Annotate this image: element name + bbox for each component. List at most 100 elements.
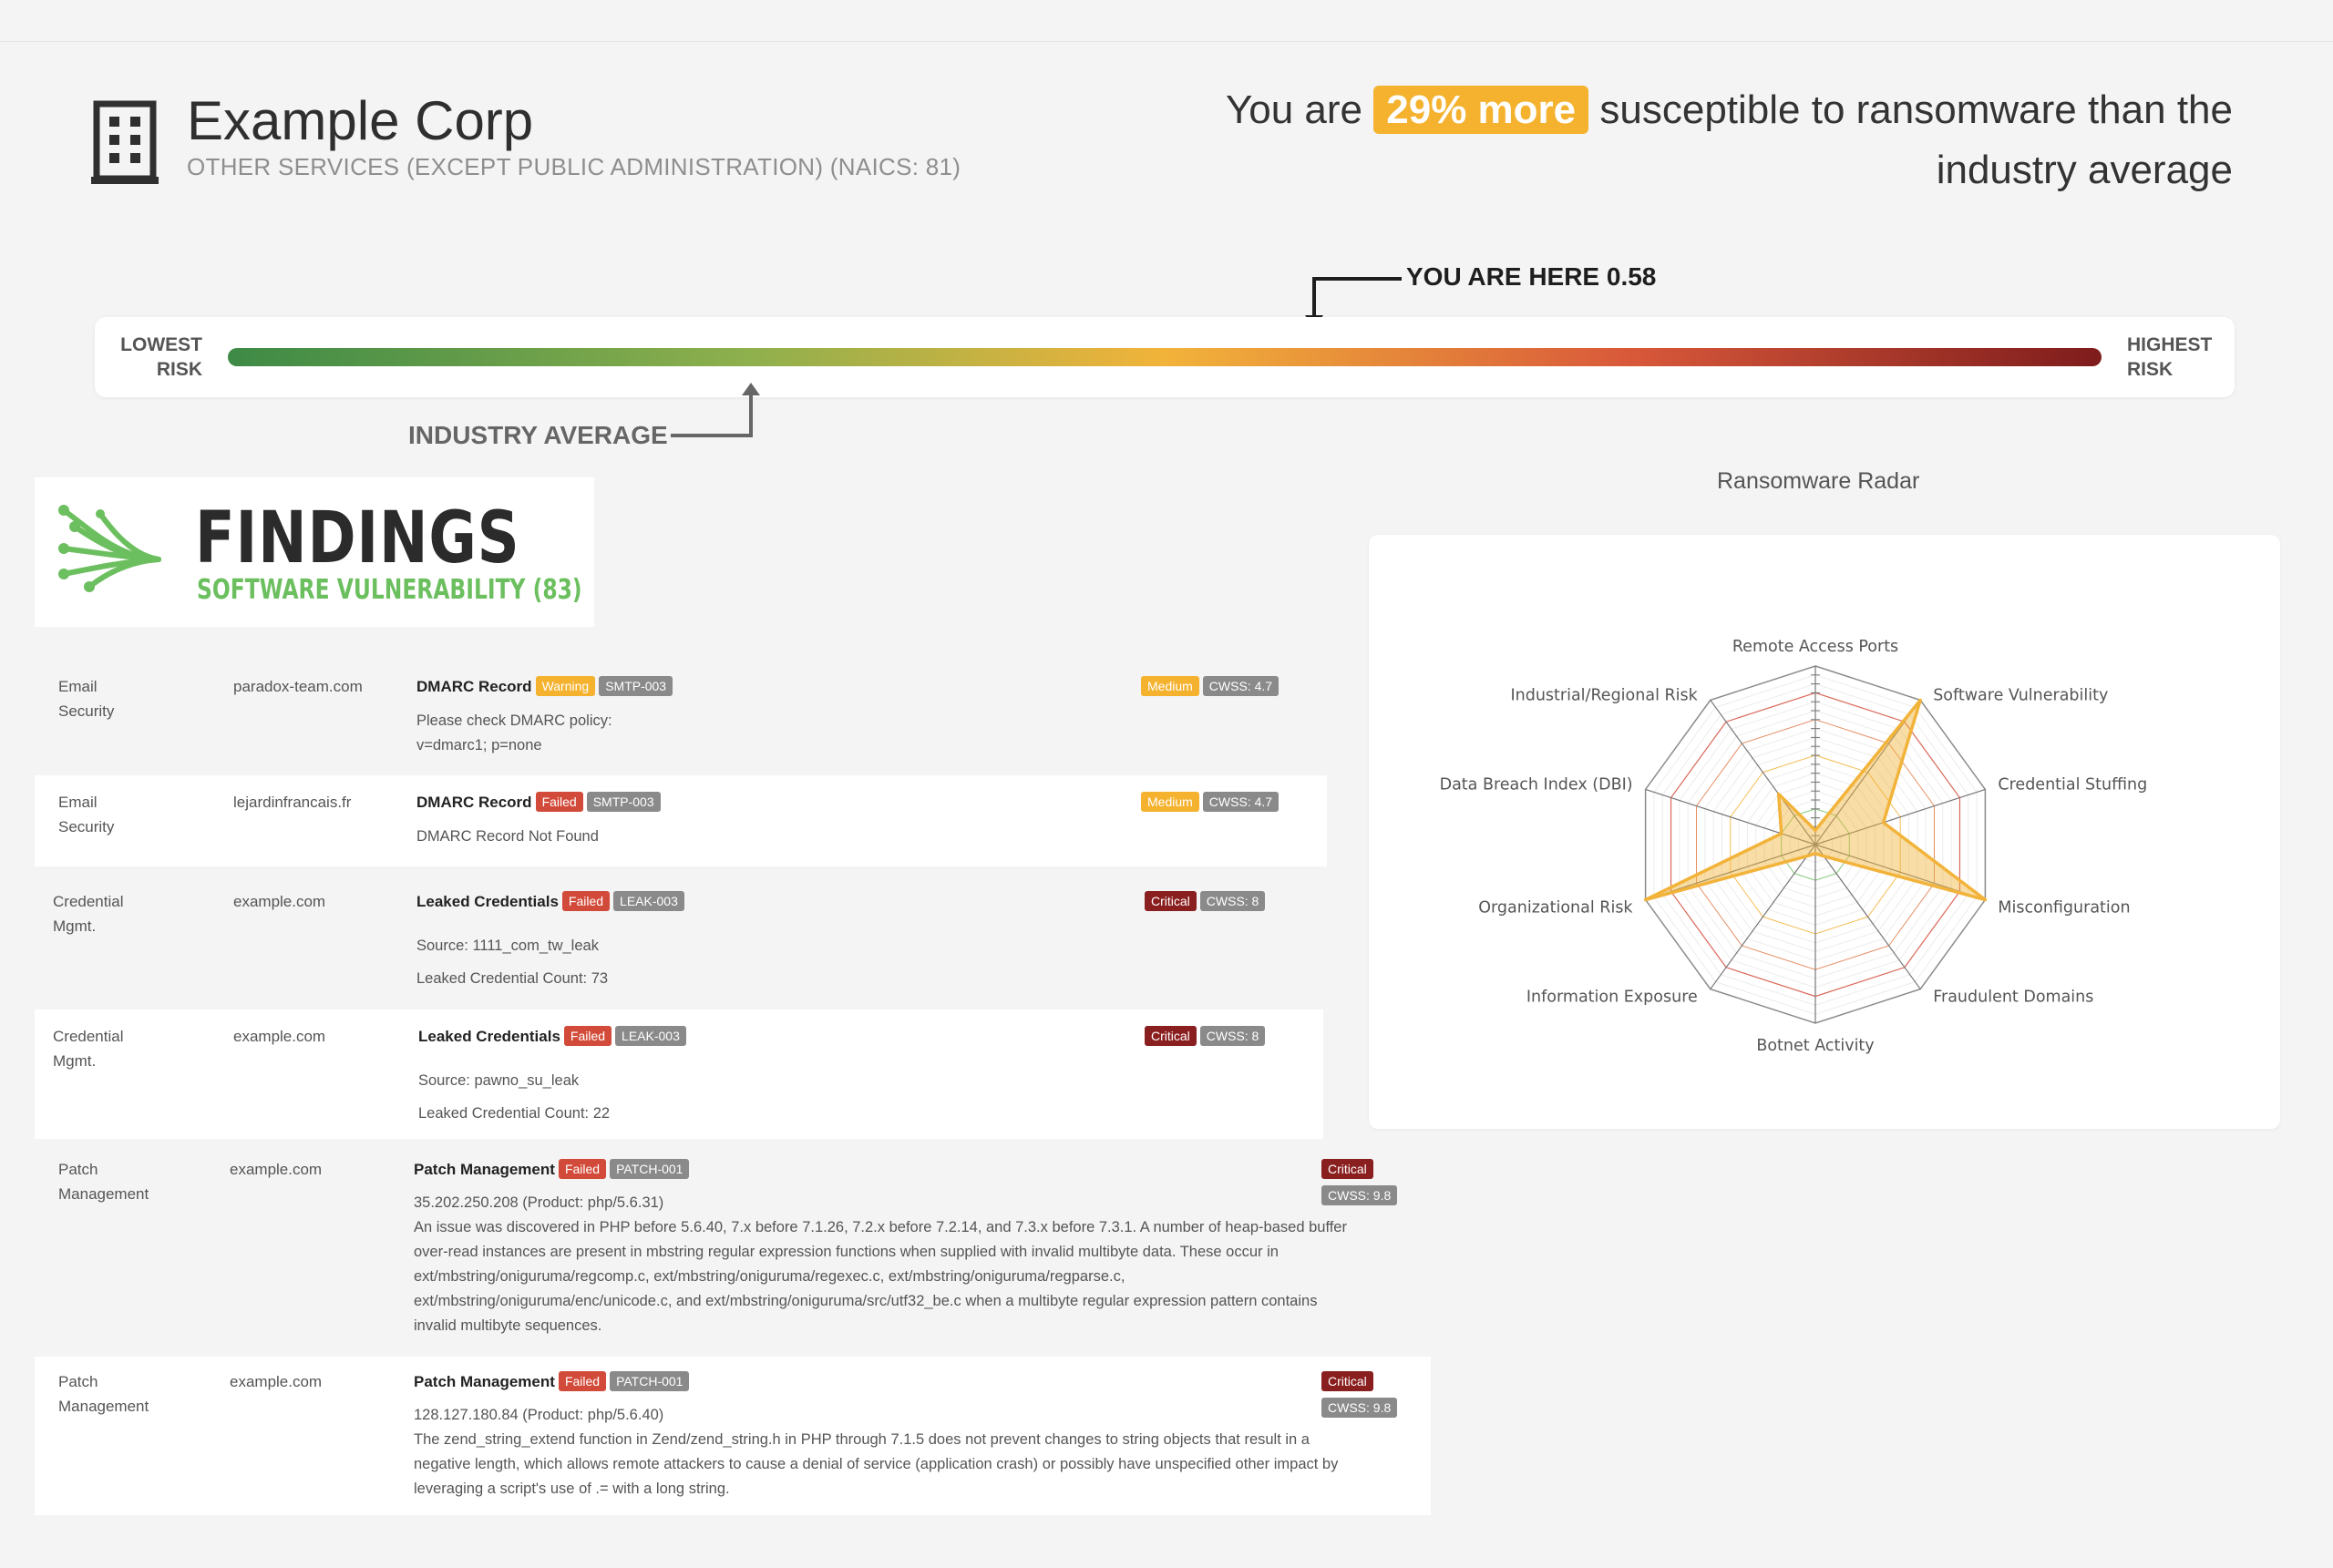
- finding-severity: Medium CWSS: 4.7: [1137, 674, 1280, 699]
- finding-title: DMARC Record: [416, 794, 532, 811]
- finding-description: Source: pawno_su_leak: [418, 1072, 580, 1089]
- industry-average-label: INDUSTRY AVERAGE: [408, 421, 668, 449]
- finding-description: DMARC Record Not Found: [416, 828, 599, 845]
- finding-category: Email Security: [58, 794, 115, 835]
- status-badge: Failed: [563, 1026, 612, 1046]
- finding-description: Please check DMARC policy:: [416, 712, 612, 729]
- highest-risk-label: HIGHEST RISK: [2127, 334, 2213, 380]
- radar-axis-label: Industrial/Regional Risk: [1510, 686, 1698, 704]
- finding-description: Source: 1111_com_tw_leak: [416, 938, 599, 954]
- finding-description: 35.202.250.208 (Product: php/5.6.31): [414, 1194, 664, 1211]
- cwss-badge: CWSS: 9.8: [1321, 1398, 1398, 1418]
- finding-detail: Leaked Credentials Failed LEAK-003 Source:…: [416, 889, 1109, 991]
- severity-badge: Critical: [1145, 891, 1197, 911]
- finding-title: Patch Management: [414, 1161, 555, 1178]
- building-icon: [91, 100, 159, 184]
- finding-detail: DMARC Record Warning SMTP-003 Please check…: [416, 674, 1109, 758]
- code-badge: SMTP-003: [599, 676, 673, 696]
- finding-description: Leaked Credential Count: 22: [418, 1105, 611, 1122]
- radar-spoke: [1645, 788, 1816, 845]
- you-are-here-label: YOU ARE HERE 0.58: [1406, 262, 1657, 291]
- code-badge: PATCH-001: [610, 1371, 690, 1391]
- finding-domain: example.com: [230, 1161, 323, 1178]
- radar-axis-label: Credential Stuffing: [1998, 775, 2147, 794]
- top-divider: [0, 41, 2333, 42]
- headline-badge: 29% more: [1373, 86, 1589, 134]
- finding-category: Patch Management: [58, 1161, 149, 1203]
- radar-axis-label: Software Vulnerability: [1933, 686, 2108, 704]
- finding-domain: example.com: [233, 893, 326, 910]
- finding-row[interactable]: Credential Mgmt. example.com Leaked Crede…: [35, 1009, 1323, 1139]
- finding-severity: Critical CWSS: 9.8: [1321, 1157, 1403, 1208]
- cwss-badge: CWSS: 4.7: [1202, 792, 1280, 812]
- cwss-badge: CWSS: 8: [1199, 1026, 1266, 1046]
- finding-row[interactable]: Patch Management example.com Patch Manage…: [35, 1143, 1431, 1352]
- finding-detail: Patch Management Failed PATCH-001 35.202.2…: [414, 1157, 1347, 1338]
- code-badge: LEAK-003: [615, 1026, 686, 1046]
- industry-average-arrow-icon: [671, 383, 760, 437]
- findings-logo-icon: [58, 505, 161, 592]
- radar-spoke: [1814, 788, 1986, 845]
- finding-severity: Critical CWSS: 9.8: [1321, 1369, 1403, 1420]
- severity-badge: Critical: [1321, 1371, 1373, 1391]
- radar-axis-label: Fraudulent Domains: [1933, 989, 2093, 1007]
- headline-suffix: susceptible to ransomware than the indus…: [1599, 87, 2233, 192]
- finding-detail: DMARC Record Failed SMTP-003 DMARC Record …: [416, 790, 1109, 849]
- status-badge: Warning: [535, 676, 596, 696]
- severity-badge: Medium: [1141, 676, 1199, 696]
- finding-row[interactable]: Email Security paradox-team.com DMARC Rec…: [35, 660, 1327, 773]
- finding-description: An issue was discovered in PHP before 5.…: [414, 1219, 1347, 1334]
- code-badge: PATCH-001: [610, 1159, 690, 1179]
- finding-title: Leaked Credentials: [416, 893, 559, 910]
- severity-badge: Critical: [1321, 1159, 1373, 1179]
- finding-severity: Medium CWSS: 4.7: [1137, 790, 1280, 815]
- finding-description: v=dmarc1; p=none: [416, 737, 542, 753]
- radar-spoke: [1710, 844, 1816, 989]
- finding-domain: paradox-team.com: [233, 678, 363, 695]
- lowest-risk-label: LOWEST RISK: [120, 334, 202, 380]
- status-badge: Failed: [558, 1159, 607, 1179]
- industry-label: OTHER SERVICES (EXCEPT PUBLIC ADMINISTRA…: [187, 153, 961, 180]
- finding-title: DMARC Record: [416, 678, 532, 695]
- company-name: Example Corp: [187, 90, 534, 151]
- radar-spoke: [1814, 844, 1921, 989]
- finding-category: Patch Management: [58, 1373, 149, 1415]
- severity-badge: Critical: [1145, 1026, 1197, 1046]
- ransomware-radar-chart: Remote Access Ports Software Vulnerabilit…: [1440, 638, 2148, 1055]
- radar-axis-label: Information Exposure: [1526, 989, 1698, 1007]
- risk-gradient-bar: [228, 348, 2102, 366]
- cwss-badge: CWSS: 9.8: [1321, 1185, 1398, 1205]
- finding-row[interactable]: Email Security lejardinfrancais.fr DMARC …: [35, 775, 1327, 866]
- finding-description: 128.127.180.84 (Product: php/5.6.40): [414, 1407, 664, 1423]
- finding-category: Email Security: [58, 678, 115, 720]
- radar-axis-label: Remote Access Ports: [1732, 638, 1898, 656]
- radar-axis-label: Misconfiguration: [1998, 899, 2130, 917]
- finding-domain: example.com: [233, 1028, 326, 1045]
- radar-axis-label: Organizational Risk: [1478, 899, 1633, 917]
- radar-axis-label: Data Breach Index (DBI): [1440, 775, 1633, 794]
- findings-title: FINDINGS: [195, 497, 520, 579]
- finding-detail: Leaked Credentials Failed LEAK-003 Source:…: [418, 1024, 1111, 1126]
- finding-category: Credential Mgmt.: [53, 893, 124, 935]
- finding-row[interactable]: Patch Management example.com Patch Manage…: [35, 1357, 1431, 1515]
- finding-severity: Critical CWSS: 8: [1141, 889, 1266, 914]
- cwss-badge: CWSS: 8: [1199, 891, 1266, 911]
- code-badge: SMTP-003: [586, 792, 661, 812]
- finding-row[interactable]: Credential Mgmt. example.com Leaked Crede…: [35, 875, 1327, 1002]
- cwss-badge: CWSS: 4.7: [1202, 676, 1280, 696]
- radar-title: Ransomware Radar: [1717, 468, 1920, 494]
- finding-title: Leaked Credentials: [418, 1028, 560, 1045]
- code-badge: LEAK-003: [613, 891, 684, 911]
- finding-domain: example.com: [230, 1373, 323, 1390]
- finding-severity: Critical CWSS: 8: [1141, 1024, 1266, 1049]
- radar-spoke: [1710, 700, 1816, 845]
- status-badge: Failed: [561, 891, 611, 911]
- radar-series-area: [1643, 698, 1988, 902]
- risk-headline: You are 29% more susceptible to ransomwa…: [1166, 80, 2233, 200]
- status-badge: Failed: [558, 1371, 607, 1391]
- severity-badge: Medium: [1141, 792, 1199, 812]
- finding-description: Leaked Credential Count: 73: [416, 970, 609, 987]
- finding-category: Credential Mgmt.: [53, 1028, 124, 1070]
- headline-prefix: You are: [1225, 87, 1363, 132]
- status-badge: Failed: [535, 792, 583, 812]
